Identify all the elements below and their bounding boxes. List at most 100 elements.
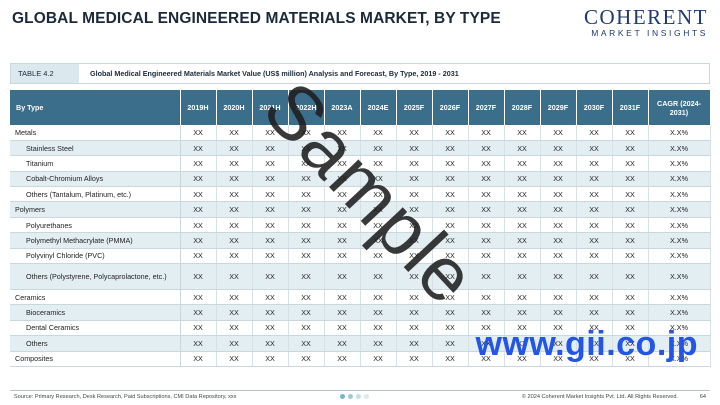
- row-label: Cobalt-Chromium Alloys: [10, 171, 181, 188]
- row-label: Others: [10, 335, 181, 352]
- table-cell: XX: [324, 201, 361, 218]
- company-logo: COHERENT MARKET INSIGHTS: [558, 6, 708, 38]
- table-cell: XX: [432, 232, 469, 249]
- table-cell: XX: [540, 232, 577, 249]
- table-cell: XX: [360, 125, 397, 141]
- table-cell: XX: [396, 320, 433, 337]
- table-cell: X.X%: [648, 335, 711, 352]
- table-cell: XX: [468, 263, 505, 291]
- table-cell: XX: [432, 155, 469, 172]
- table-cell: X.X%: [648, 320, 711, 337]
- table-cell: XX: [396, 304, 433, 321]
- table-cell: XX: [612, 335, 649, 352]
- table-cell: XX: [468, 171, 505, 188]
- table-cell: XX: [576, 217, 613, 234]
- table-cell: XX: [288, 320, 325, 337]
- table-cell: XX: [612, 186, 649, 203]
- table-cell: XX: [252, 171, 289, 188]
- table-cell: XX: [396, 125, 433, 141]
- table-cell: XX: [288, 155, 325, 172]
- table-cell: XX: [468, 155, 505, 172]
- row-label: Bioceramics: [10, 304, 181, 321]
- table-label-bar: TABLE 4.2 Global Medical Engineered Mate…: [10, 63, 710, 84]
- table-row: Cobalt-Chromium Alloys XX XX XX XX XX XX XX XX XX…: [10, 171, 711, 188]
- table-row: Bioceramics XX XX XX XX XX XX XX XX XX XX XX XX XX X.X…: [10, 304, 711, 321]
- table-cell: XX: [396, 186, 433, 203]
- table-cell: XX: [216, 186, 253, 203]
- table-row: Polymethyl Methacrylate (PMMA) XX XX XX XX XX…: [10, 232, 711, 249]
- table-cell: XX: [468, 201, 505, 218]
- table-cell: XX: [216, 289, 253, 306]
- table-cell: XX: [432, 289, 469, 306]
- table-cell: XX: [612, 155, 649, 172]
- table-cell: XX: [216, 320, 253, 337]
- table-cell: X.X%: [648, 263, 711, 291]
- table-cell: XX: [540, 304, 577, 321]
- table-cell: X.X%: [648, 140, 711, 157]
- table-cell: XX: [432, 186, 469, 203]
- row-label: Ceramics: [10, 289, 181, 306]
- table-cell: XX: [396, 155, 433, 172]
- table-cell: XX: [396, 248, 433, 265]
- table-cell: XX: [324, 304, 361, 321]
- table-cell: X.X%: [648, 351, 711, 367]
- table-cell: XX: [432, 320, 469, 337]
- table-cell: XX: [324, 186, 361, 203]
- table-cell: XX: [468, 351, 505, 367]
- table-cell: XX: [180, 304, 217, 321]
- table-cell: XX: [540, 140, 577, 157]
- table-cell: XX: [252, 232, 289, 249]
- table-cell: XX: [576, 289, 613, 306]
- table-cell: XX: [252, 125, 289, 141]
- row-label: Dental Ceramics: [10, 320, 181, 337]
- footer-source: Source: Primary Research, Desk Research,…: [14, 394, 237, 400]
- table-cell: XX: [288, 171, 325, 188]
- table-row: Polymers XX XX XX XX XX XX XX XX XX XX XX XX XX X.X%: [10, 201, 711, 218]
- table-cell: XX: [216, 217, 253, 234]
- table-cell: XX: [576, 335, 613, 352]
- table-cell: XX: [180, 171, 217, 188]
- table-cell: XX: [432, 263, 469, 291]
- table-cell: XX: [504, 351, 541, 367]
- column-header: 2025F: [396, 90, 433, 125]
- table-cell: XX: [360, 171, 397, 188]
- table-cell: XX: [360, 248, 397, 265]
- table-cell: XX: [180, 320, 217, 337]
- table-cell: XX: [216, 201, 253, 218]
- table-cell: XX: [504, 335, 541, 352]
- table-cell: XX: [324, 263, 361, 291]
- row-label: Polymers: [10, 201, 181, 218]
- column-header: 2020H: [216, 90, 253, 125]
- table-cell: XX: [576, 186, 613, 203]
- table-cell: XX: [540, 248, 577, 265]
- table-cell: XX: [540, 201, 577, 218]
- table-cell: XX: [180, 248, 217, 265]
- table-cell: XX: [612, 304, 649, 321]
- table-row: Others XX XX XX XX XX XX XX XX XX XX XX XX XX X.X%: [10, 335, 711, 352]
- table-cell: XX: [468, 125, 505, 141]
- table-cell: XX: [180, 289, 217, 306]
- table-row: Composites XX XX XX XX XX XX XX XX XX XX XX XX XX X.X%: [10, 351, 711, 367]
- row-label: Polymethyl Methacrylate (PMMA): [10, 232, 181, 249]
- table-cell: X.X%: [648, 125, 711, 141]
- row-label: Composites: [10, 351, 181, 367]
- table-cell: XX: [396, 263, 433, 291]
- table-cell: XX: [360, 263, 397, 291]
- column-header: 2029F: [540, 90, 577, 125]
- table-cell: XX: [360, 186, 397, 203]
- table-cell: XX: [288, 304, 325, 321]
- logo-tagline: MARKET INSIGHTS: [591, 28, 708, 38]
- table-cell: XX: [252, 304, 289, 321]
- table-cell: XX: [432, 201, 469, 218]
- table-cell: XX: [288, 125, 325, 141]
- table-cell: XX: [180, 155, 217, 172]
- table-cell: XX: [252, 155, 289, 172]
- table-cell: XX: [504, 171, 541, 188]
- table-cell: X.X%: [648, 232, 711, 249]
- table-cell: XX: [288, 248, 325, 265]
- footer-divider: [10, 390, 710, 391]
- table-cell: XX: [252, 248, 289, 265]
- table-cell: XX: [396, 351, 433, 367]
- table-cell: XX: [612, 125, 649, 141]
- gii-watermark: www.gii.co.jp: [475, 325, 698, 363]
